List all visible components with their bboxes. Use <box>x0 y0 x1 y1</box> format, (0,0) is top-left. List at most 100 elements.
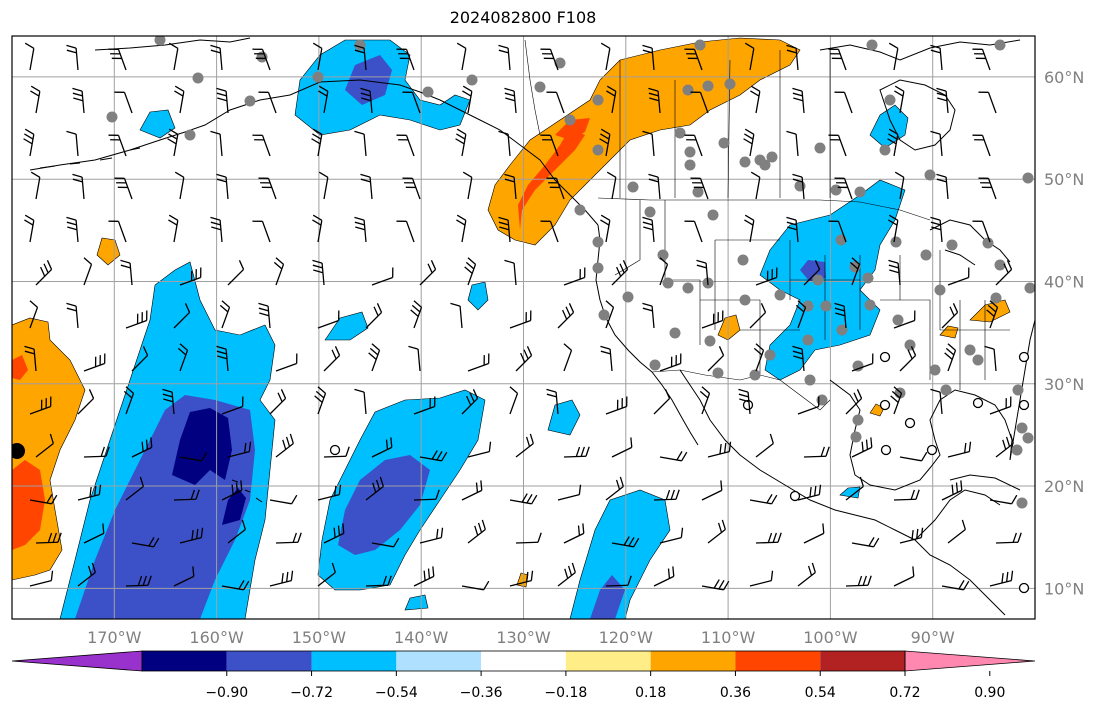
wind-barb-182 <box>699 386 711 415</box>
wind-barb-10 <box>498 44 511 71</box>
station-dot <box>684 159 696 171</box>
wind-barb-96 <box>600 214 611 243</box>
wind-barb-46 <box>210 130 223 157</box>
wind-barb-77 <box>690 177 709 200</box>
wind-barb-24 <box>174 85 185 114</box>
wind-barb-204 <box>755 433 774 458</box>
wind-barb-187 <box>930 388 943 415</box>
wind-barb-175 <box>354 388 367 415</box>
wind-barb-162 <box>753 343 765 372</box>
wind-barb-263 <box>557 562 576 587</box>
wind-barb-220 <box>509 493 538 505</box>
station-dot <box>802 334 814 346</box>
wind-barb-74 <box>546 177 565 200</box>
station-dot <box>929 364 941 376</box>
wind-barb-103 <box>930 216 943 243</box>
lat-tick-label: 20°N <box>1044 477 1084 496</box>
wind-barb-165 <box>899 346 917 372</box>
station-dot <box>854 186 866 198</box>
wind-barb-81 <box>894 171 905 200</box>
anomaly-region-north-pacific-inner <box>345 55 392 105</box>
wind-barb-168 <box>29 396 52 415</box>
wind-barb-102 <box>888 214 899 243</box>
station-dot <box>879 144 891 156</box>
station-dot <box>804 374 816 386</box>
station-dot <box>669 327 681 339</box>
station-dot <box>904 339 916 351</box>
wind-barb-27 <box>318 85 329 114</box>
wind-barb-271 <box>941 580 970 591</box>
wind-barb-159 <box>600 345 613 372</box>
lon-tick-label: 170°W <box>87 628 142 647</box>
wind-barb-210 <box>29 494 58 505</box>
wind-barb-257 <box>269 570 294 587</box>
calm-station-marker <box>329 444 341 456</box>
wind-barb-26 <box>258 91 277 114</box>
station-dot-large <box>12 443 25 459</box>
station-dot <box>554 57 566 69</box>
wind-barb-93 <box>456 214 467 243</box>
wind-barb-270 <box>893 566 915 587</box>
wind-barb-34 <box>648 87 661 114</box>
lat-tick-label: 10°N <box>1044 579 1084 598</box>
coastline-alaska-north <box>94 37 251 51</box>
wind-barb-258 <box>317 562 336 587</box>
wind-barb-253 <box>77 562 96 587</box>
wind-barb-254 <box>125 575 152 587</box>
wind-barb-90 <box>312 214 323 243</box>
wind-barb-261 <box>461 580 490 591</box>
wind-barb-78 <box>750 171 761 200</box>
wind-barb-15 <box>744 42 755 71</box>
coastline-us-west <box>595 224 653 373</box>
wind-barb-154 <box>368 343 381 372</box>
wind-barb-202 <box>659 451 688 462</box>
wind-barb-41 <box>978 91 997 114</box>
wind-barb-37 <box>792 87 805 114</box>
wind-barb-54 <box>599 128 611 157</box>
wind-barb-181 <box>653 389 671 415</box>
wind-barb-6 <box>312 42 323 71</box>
coastline-gulf-of-california <box>679 369 711 421</box>
wind-barb-45 <box>167 128 179 157</box>
wind-barb-231 <box>35 532 62 544</box>
station-dot <box>622 291 634 303</box>
wind-barb-269 <box>845 575 872 587</box>
station-dot <box>1011 444 1023 456</box>
colorbar-segment <box>481 651 566 671</box>
wind-barb-120 <box>755 267 778 286</box>
station-dot <box>982 237 994 249</box>
station-markers <box>12 36 1035 594</box>
station-dot <box>934 284 946 296</box>
wind-barb-12 <box>600 42 611 71</box>
wind-barb-56 <box>684 134 703 157</box>
wind-barb-163 <box>792 345 805 372</box>
wind-barb-75 <box>606 171 617 200</box>
wind-barb-138 <box>605 300 615 329</box>
wind-barb-173 <box>269 389 287 415</box>
calm-station-marker <box>1018 351 1030 363</box>
lon-tick-label: 130°W <box>496 628 551 647</box>
wind-barb-268 <box>797 562 816 587</box>
colorbar-segment <box>311 651 397 671</box>
wind-barb-19 <box>930 44 943 71</box>
wind-barb-183 <box>738 388 751 415</box>
coastline-cuba <box>949 474 1021 491</box>
wind-barb-76 <box>648 173 661 200</box>
border-alaska-canada <box>524 39 541 136</box>
station-dot <box>682 282 694 294</box>
station-dot <box>312 71 324 83</box>
wind-barb-244 <box>659 527 684 544</box>
wind-barb-195 <box>323 446 350 458</box>
station-dot <box>574 204 586 216</box>
wind-barb-218 <box>413 489 440 501</box>
calm-station-marker <box>1018 582 1030 594</box>
wind-barb-57 <box>743 128 755 157</box>
wind-barb-157 <box>515 346 533 372</box>
wind-barb-72 <box>462 171 473 200</box>
wind-barb-250 <box>947 519 966 544</box>
lat-tick-label: 50°N <box>1044 170 1084 189</box>
wind-barb-184 <box>797 396 820 415</box>
coastline-great-lakes <box>929 219 1011 266</box>
wind-barb-55 <box>642 130 655 157</box>
anomaly-blob-2 <box>547 399 581 436</box>
